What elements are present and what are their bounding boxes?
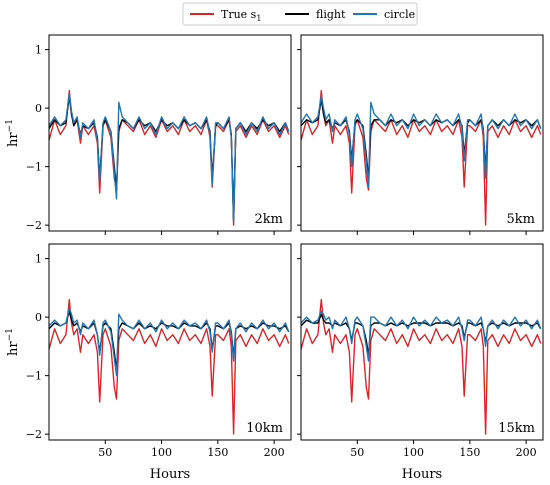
series-line-flight: [49, 95, 290, 221]
panel-2km: 1 0 −1 −2 2km: [26, 34, 292, 235]
axes-frame: [48, 243, 292, 441]
ylabel-bottom: hr−1: [5, 328, 21, 356]
series-line-circle: [49, 92, 290, 223]
panel-10km: 1 0 −1 −2 50 100 150 200 10km: [26, 243, 292, 459]
x-tick-label: 200: [264, 446, 285, 459]
panel-label: 10km: [246, 421, 283, 436]
panel-label: 2km: [255, 212, 283, 227]
series-line-circle: [49, 307, 290, 377]
xlabel-left: Hours: [150, 467, 190, 482]
series-line-true-s1: [49, 298, 290, 435]
y-tick-label: 1: [35, 253, 42, 266]
x-tick-label: 150: [459, 446, 480, 459]
series-line-flight: [301, 313, 542, 356]
panel-label: 15km: [498, 421, 535, 436]
axes-frame: [300, 34, 544, 232]
series-line-circle: [301, 95, 542, 188]
series-line-flight: [301, 98, 542, 180]
axes-frame: [48, 34, 292, 232]
legend-label-circle: circle: [384, 8, 415, 21]
x-tick-label: 150: [207, 446, 228, 459]
y-tick-label: 0: [35, 102, 42, 115]
y-tick-label: −2: [26, 219, 42, 232]
xlabel-right: Hours: [402, 467, 442, 482]
panel-label: 5km: [507, 212, 535, 227]
series-line-circle: [301, 310, 542, 362]
y-tick-label: −1: [26, 370, 42, 383]
x-tick-label: 200: [516, 446, 537, 459]
legend-label-true: True s1: [221, 8, 261, 23]
x-tick-label: 100: [151, 446, 172, 459]
x-tick-label: 50: [350, 446, 364, 459]
legend: True s1 flight circle: [182, 2, 418, 26]
series-line-true-s1: [49, 89, 290, 226]
y-tick-label: −2: [26, 428, 42, 441]
ylabel-top: hr−1: [5, 119, 21, 147]
panel-15km: 50 100 150 200 15km: [297, 243, 544, 459]
series-line-flight: [49, 310, 290, 371]
y-tick-label: 1: [35, 44, 42, 57]
panels: 1 0 −1 −2 2km 5km 1 0 −1 −2 50 100 150 200 10km 50 100 15…: [26, 34, 544, 459]
legend-label-flight: flight: [316, 8, 346, 21]
panel-5km: 5km: [297, 34, 544, 235]
series-line-true-s1: [301, 89, 542, 226]
y-tick-label: −1: [26, 161, 42, 174]
x-tick-label: 100: [403, 446, 424, 459]
axes-frame: [300, 243, 544, 441]
series-line-true-s1: [301, 298, 542, 435]
x-tick-label: 50: [98, 446, 112, 459]
y-tick-label: 0: [35, 311, 42, 324]
